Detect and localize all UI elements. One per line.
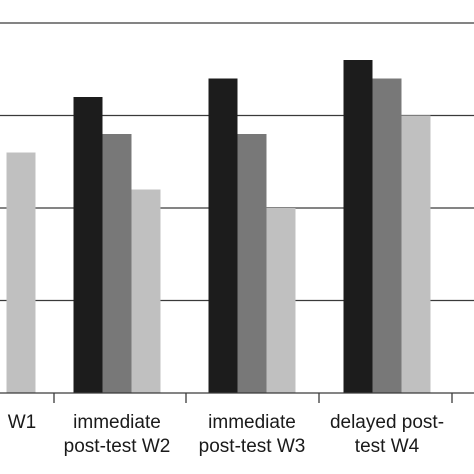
category-labels: W1 immediate post-test W2 immediate post-tes… xyxy=(8,412,444,457)
x-tick-label-line: post-test W2 xyxy=(64,436,171,457)
x-tick-label-line: W1 xyxy=(8,412,37,433)
x-tick-label-line: delayed post- xyxy=(330,412,444,433)
bar xyxy=(6,152,36,393)
bars xyxy=(6,60,431,393)
x-tick-label-line: immediate xyxy=(73,412,161,433)
x-tick-label: W1 xyxy=(8,412,37,433)
bar xyxy=(102,134,132,393)
x-tick-label: immediate post-test W3 xyxy=(199,412,306,457)
bar xyxy=(208,78,238,393)
x-tick-label-line: test W4 xyxy=(355,436,420,457)
x-tick-label-line: post-test W3 xyxy=(199,436,306,457)
axes xyxy=(0,392,474,403)
bar xyxy=(401,115,431,393)
bar xyxy=(343,60,373,393)
bar xyxy=(237,134,267,393)
bar xyxy=(372,78,402,393)
x-tick-label: delayed post-test W4 xyxy=(330,412,444,457)
bar xyxy=(73,97,103,393)
bar xyxy=(131,189,161,393)
x-tick-label-line: immediate xyxy=(208,412,296,433)
x-tick-label: immediate post-test W2 xyxy=(64,412,171,457)
bar xyxy=(266,208,296,393)
